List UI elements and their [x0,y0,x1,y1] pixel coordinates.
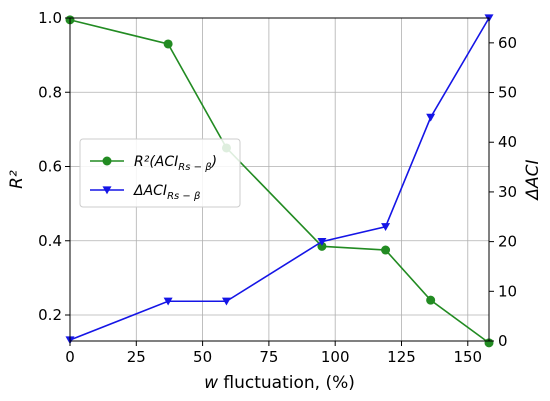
series-0-point [163,39,173,49]
y-left-tick-label: 0.2 [38,306,62,324]
x-tick-label: 150 [453,348,482,366]
series-1-point [221,297,231,306]
y-right-tick-label: 20 [498,233,517,251]
legend-label-sub: Rs − β [178,162,212,173]
y-left-tick-label: 0.8 [38,83,62,101]
y-left-tick-label: 0.6 [38,158,62,176]
y-right-tick-label: 40 [498,133,517,151]
y-right-tick-label: 60 [498,34,517,52]
x-tick-label: 125 [387,348,416,366]
x-tick-label: 25 [127,348,146,366]
x-axis-label: w fluctuation, (%) [204,373,355,393]
y-right-axis-label: ΔACI [523,159,543,201]
x-axis-ticks: 0 25 50 75 100 125 150 [65,341,482,366]
legend-label-main: R²(ACI [134,154,178,170]
x-tick-label: 0 [65,348,75,366]
series-1-point [426,113,436,122]
legend-marker-0 [102,156,112,166]
x-tick-label: 100 [321,348,350,366]
x-axis-label-italic: w [204,373,218,393]
y-right-tick-label: 30 [498,183,517,201]
series-1-point [317,238,327,246]
series-0-point [317,241,327,251]
legend-label-end: ) [211,154,217,170]
y-left-tick-label: 0.4 [38,232,62,250]
legend-label-main: ΔACI [133,183,167,199]
series-0-point [381,245,391,255]
y-right-axis-ticks: 0 10 20 30 40 50 60 [489,34,517,350]
y-right-tick-label: 0 [498,332,508,350]
y-right-tick-label: 50 [498,84,517,102]
series-0-point [426,295,436,305]
legend: R²(ACIRs − β)ΔACIRs − β [79,138,241,208]
legend-marker-1 [102,186,112,195]
y-left-tick-label: 1.0 [38,9,62,27]
plot-frame [69,17,490,342]
x-tick-label: 50 [193,348,212,366]
legend-label-sub: Rs − β [167,191,201,202]
y-left-axis-label: R² [7,170,27,189]
legend-label-1: ΔACIRs − β [133,183,201,202]
y-right-tick-label: 10 [498,282,517,300]
series-1-point [163,297,173,306]
x-tick-label: 75 [259,348,278,366]
series-1 [65,14,494,345]
legend-label-0: R²(ACIRs − β) [134,154,217,173]
series-1-point [381,223,391,231]
x-axis-label-rest: fluctuation, (%) [218,373,355,393]
y-left-axis-ticks: 0.2 0.4 0.6 0.8 1.0 [38,9,70,324]
